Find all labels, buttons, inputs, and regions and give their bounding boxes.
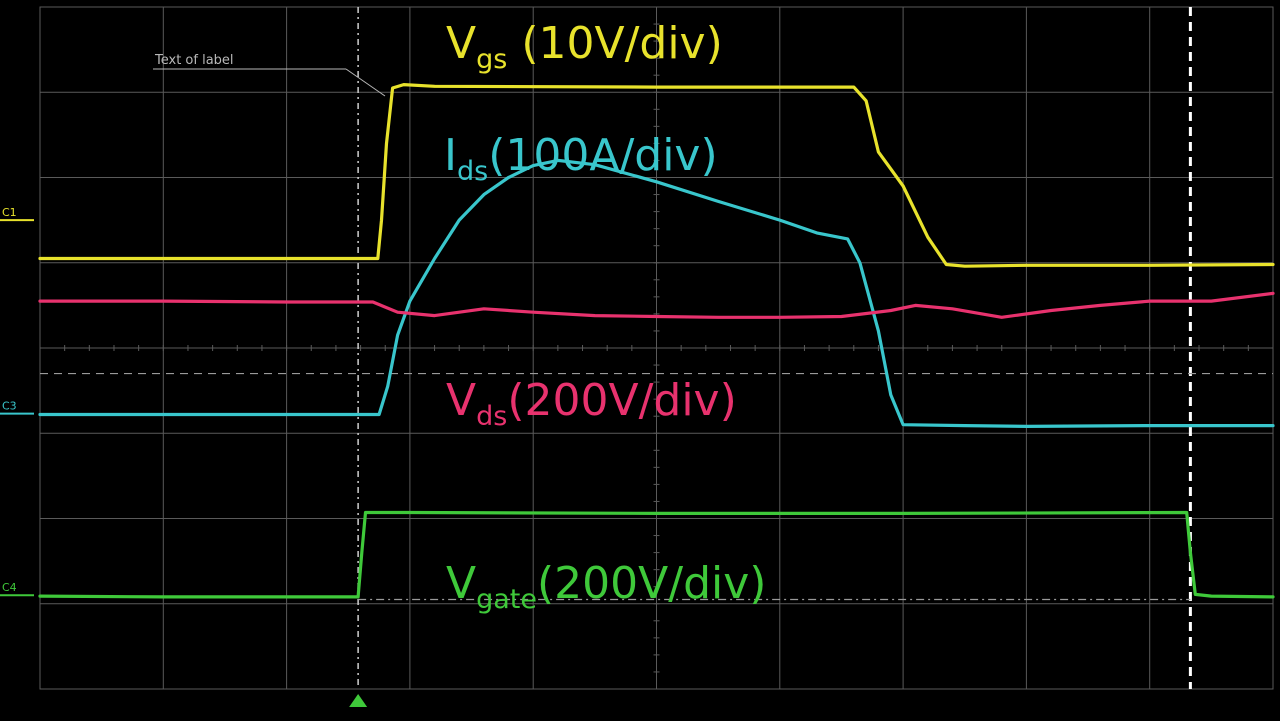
trigger-marker-icon: [349, 694, 368, 707]
vgs-label-scale: (10V/div): [521, 18, 722, 69]
marker-text-label: Text of label: [154, 53, 234, 68]
grid: [39, 6, 1274, 690]
vgate-label-sub: gate: [476, 584, 537, 615]
vds-label-sub: ds: [476, 401, 507, 432]
ids-label: Ids(100A/div): [444, 130, 718, 187]
vgs-label: Vgs (10V/div): [446, 18, 723, 75]
vds-trace: [38, 291, 1275, 319]
vgate-label-scale: (200V/div): [537, 558, 766, 609]
vgate-trace: [38, 510, 1275, 599]
vds-label: Vds(200V/div): [446, 375, 737, 432]
vgs-trace: [38, 83, 1275, 268]
marker-leader-line: [345, 68, 386, 97]
markers: C1 C3 C4: [0, 7, 1273, 707]
channel-marker-label: C1: [2, 206, 17, 219]
vds-label-main: V: [446, 375, 476, 426]
vgs-label-main: V: [446, 18, 476, 69]
channel-marker-label: C3: [2, 400, 17, 413]
traces: [38, 83, 1275, 599]
ids-label-scale: (100A/div): [488, 130, 717, 181]
ids-trace: [38, 158, 1275, 428]
vds-label-scale: (200V/div): [507, 375, 736, 426]
ids-label-sub: ds: [457, 156, 488, 187]
vgate-label-main: V: [446, 558, 476, 609]
ids-label-main: I: [444, 130, 457, 181]
vgate-label: Vgate(200V/div): [446, 558, 766, 615]
trace-labels: Vgs (10V/div) Ids(100A/div) Vds(200V/div)…: [153, 18, 766, 615]
vgs-label-sub: gs: [476, 44, 507, 75]
channel-marker-label: C4: [2, 581, 17, 594]
